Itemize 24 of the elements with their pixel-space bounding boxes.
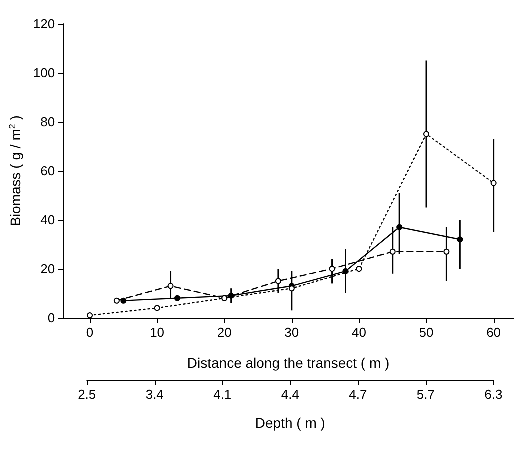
- x-tick-label: 0: [86, 325, 94, 340]
- y-tick-label: 40: [40, 212, 56, 228]
- y-tick-label: 0: [48, 310, 56, 326]
- x-tick-label: 50: [419, 325, 434, 340]
- text: 3.4: [146, 387, 164, 402]
- y-tick-label: 80: [40, 114, 56, 130]
- x-tick-label: 40: [352, 325, 366, 340]
- text: 5.7: [416, 387, 435, 402]
- x-tick-label: 10: [150, 325, 165, 340]
- x-tick-label: 60: [486, 325, 502, 340]
- text: 2.5: [78, 387, 96, 402]
- x-tick-label: 20: [217, 325, 232, 340]
- y-tick-label: 120: [33, 16, 56, 32]
- text: 4.4: [281, 387, 300, 402]
- text: 4.1: [214, 387, 232, 402]
- y-tick-label: 20: [40, 262, 56, 276]
- text: 6.3: [484, 387, 503, 402]
- x-tick-label: 30: [284, 325, 300, 340]
- y-tick-label: 60: [40, 164, 56, 178]
- y-axis-title: Biomass ( g / m2 ): [8, 116, 24, 226]
- y-tick-label: 100: [33, 66, 56, 80]
- x2-axis-title: Depth ( m ): [255, 415, 326, 431]
- text: 4.7: [349, 387, 368, 402]
- x-axis-title: Distance along the transect ( m ): [187, 355, 390, 371]
